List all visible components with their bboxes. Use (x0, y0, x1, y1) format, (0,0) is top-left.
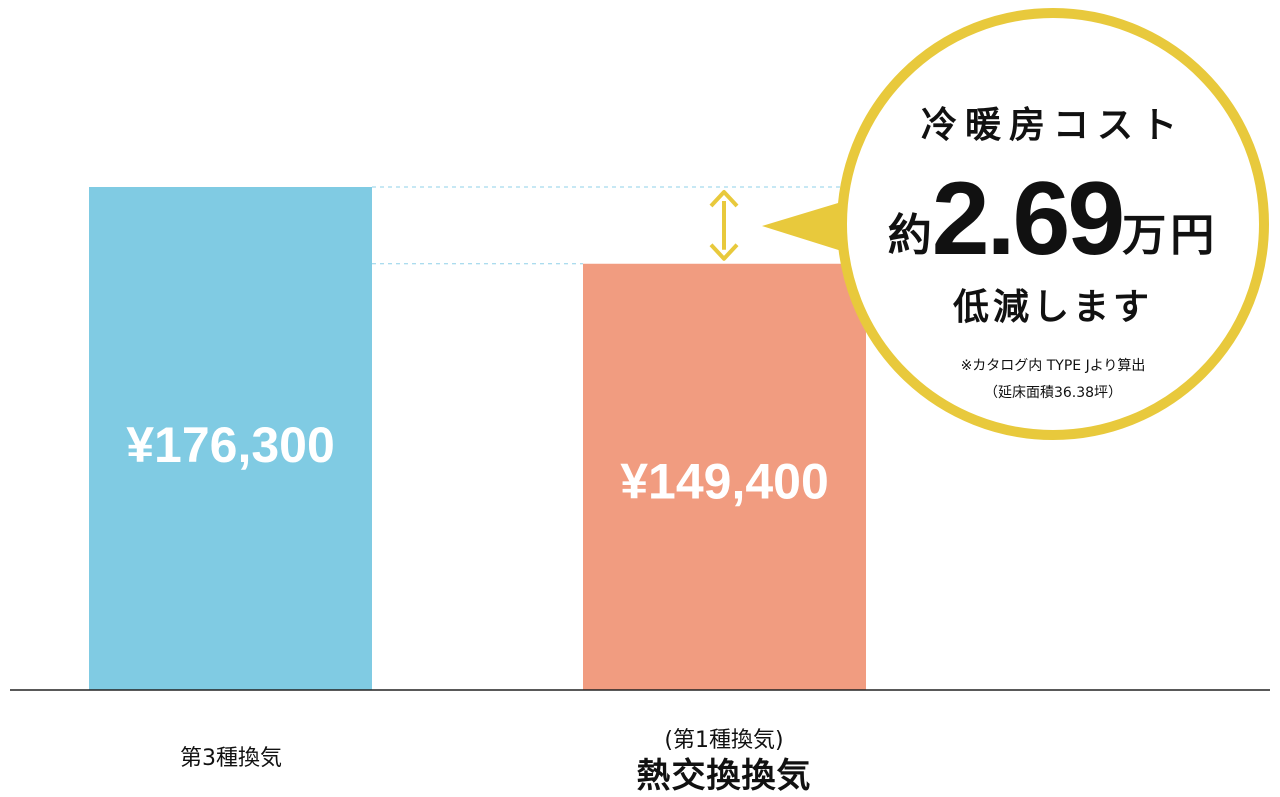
callout-note-area: （延床面積36.38坪） (983, 385, 1123, 401)
category-note-2: (第1種換気) (664, 728, 784, 753)
callout-title: 冷暖房コスト (920, 105, 1185, 146)
category-label-1: 第3種換気 (180, 746, 282, 771)
callout-verb: 低減します (952, 287, 1153, 328)
bar-1 (89, 187, 372, 690)
callout-unit: 万円 (1122, 210, 1219, 261)
category-label-2: 熱交換換気 (636, 756, 812, 796)
callout-pointer (762, 200, 848, 253)
callout-amount: 約2.69万円 (847, 160, 1259, 279)
difference-arrow-head-up (709, 190, 739, 208)
difference-arrow-head-down (709, 243, 739, 261)
callout-value: 2.69 (931, 161, 1125, 277)
bar-2 (583, 263, 866, 690)
callout-note: ※カタログ内 TYPE Jより算出 (960, 358, 1146, 374)
savings-callout: 冷暖房コスト 約2.69万円 低減します ※カタログ内 TYPE Jより算出 （… (837, 8, 1269, 440)
callout-prefix: 約 (887, 210, 932, 261)
bar-value-label-2: ¥149,400 (620, 454, 829, 510)
bar-value-label-1: ¥176,300 (126, 417, 335, 473)
